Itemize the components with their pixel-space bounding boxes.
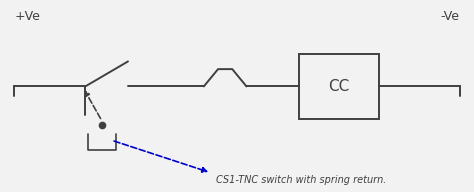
Text: CS1-TNC switch with spring return.: CS1-TNC switch with spring return. bbox=[216, 175, 386, 185]
Text: +Ve: +Ve bbox=[14, 10, 40, 23]
Text: -Ve: -Ve bbox=[441, 10, 460, 23]
Text: CC: CC bbox=[328, 79, 349, 94]
Bar bbox=[299, 54, 379, 119]
